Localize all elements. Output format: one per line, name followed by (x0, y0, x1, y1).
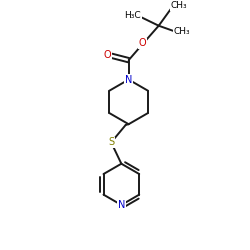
Text: H₃C: H₃C (124, 11, 141, 20)
Text: N: N (125, 74, 132, 85)
Text: O: O (104, 50, 111, 60)
Text: S: S (108, 138, 114, 147)
Text: CH₃: CH₃ (170, 1, 187, 10)
Text: CH₃: CH₃ (173, 26, 190, 36)
Text: N: N (118, 200, 125, 210)
Text: O: O (139, 38, 146, 48)
